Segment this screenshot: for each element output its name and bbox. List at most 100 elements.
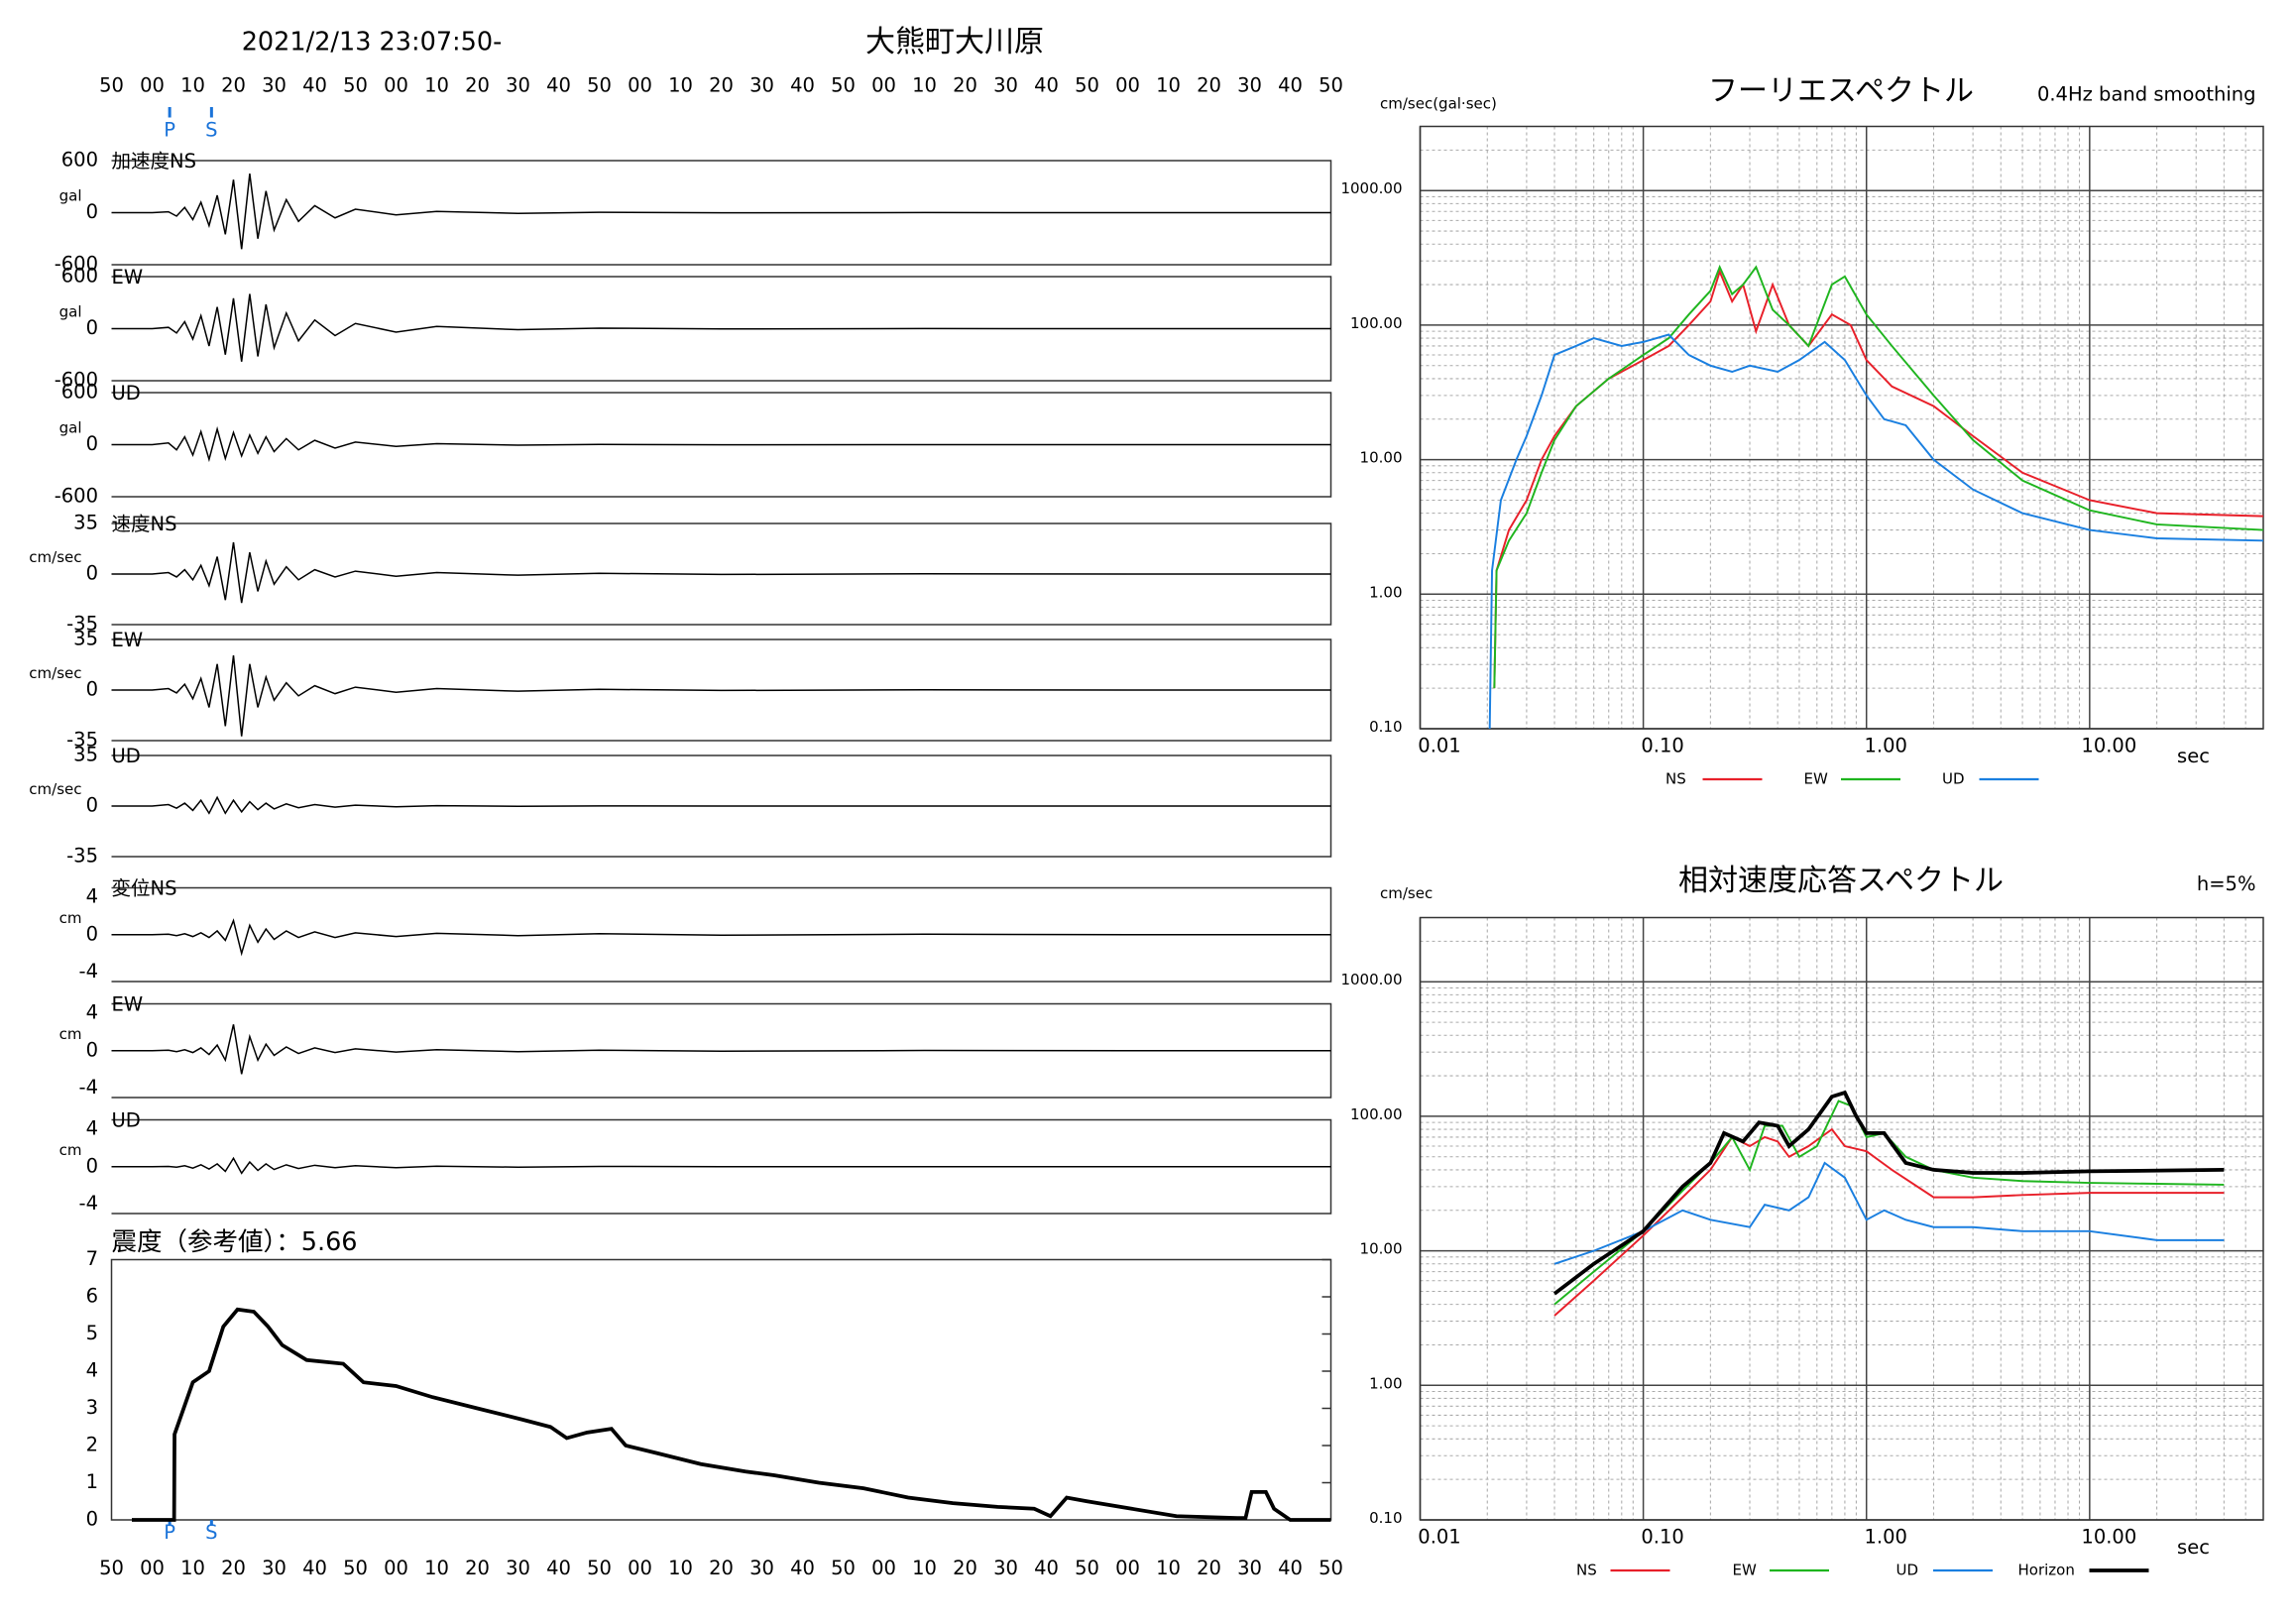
- x-tick-label: 40: [546, 1557, 571, 1579]
- station-name: 大熊町大川原: [865, 25, 1044, 59]
- x-tick-label: 40: [1278, 1557, 1303, 1579]
- x-tick-label: 20: [709, 74, 734, 97]
- y-tick-label: 4: [86, 1116, 98, 1139]
- x-tick-label: 50: [1075, 74, 1099, 97]
- x-tick-label: 10: [668, 74, 693, 97]
- x-tick-label: 30: [1237, 1557, 1262, 1579]
- y-tick-label: 5: [86, 1322, 98, 1344]
- y-tick-label: 0.10: [1369, 718, 1402, 736]
- waveform-trace: [111, 174, 1331, 250]
- y-tick-label: 0: [86, 1508, 98, 1531]
- x-tick-label: 00: [628, 1557, 652, 1579]
- plot-frame: [110, 1258, 1332, 1521]
- x-tick-label: 50: [1319, 1557, 1343, 1579]
- waveform-trace: [111, 1024, 1331, 1075]
- x-tick-label: 30: [993, 1557, 1018, 1579]
- x-tick-label: 20: [1197, 74, 1221, 97]
- panel-label: 変位NS: [112, 877, 177, 900]
- x-tick-label: 00: [871, 74, 896, 97]
- spectrum-line: [1552, 1090, 2225, 1296]
- y-tick-label: 100.00: [1350, 1105, 1403, 1123]
- y-tick-label: 10.00: [1360, 449, 1403, 467]
- unit-label: cm/sec: [29, 548, 81, 566]
- spectrum-line: [1553, 1127, 2225, 1317]
- y-tick-label: 600: [61, 149, 98, 172]
- y-axis-label: cm/sec(gal·sec): [1380, 95, 1497, 113]
- waveform-trace: [111, 293, 1331, 362]
- x-tick-label: 20: [465, 74, 490, 97]
- x-tick-label: 50: [99, 1557, 124, 1579]
- panel-label: UD: [112, 382, 141, 405]
- x-tick-label: 10: [180, 1557, 205, 1579]
- y-tick-label: 0.10: [1369, 1509, 1402, 1527]
- unit-label: cm: [59, 1141, 82, 1159]
- y-tick-label: 0: [86, 1038, 98, 1061]
- spectrum-line: [1553, 1161, 2225, 1265]
- x-tick-label: 50: [343, 74, 368, 97]
- y-tick-label: -4: [79, 960, 98, 983]
- legend-label: NS: [1665, 770, 1686, 788]
- phase-label: S: [205, 1521, 217, 1544]
- panel-label: UD: [112, 745, 141, 767]
- legend-label: NS: [1576, 1562, 1597, 1579]
- y-tick-label: 1: [86, 1470, 98, 1493]
- x-tick-label: 0.01: [1418, 735, 1460, 757]
- x-tick-label: 20: [953, 1557, 977, 1579]
- y-tick-label: 600: [61, 381, 98, 404]
- x-tick-label: 50: [1319, 74, 1343, 97]
- x-tick-label: 40: [1034, 74, 1059, 97]
- spectrum-line: [1553, 1100, 2225, 1306]
- y-tick-label: 600: [61, 265, 98, 288]
- unit-label: cm/sec: [29, 780, 81, 798]
- x-tick-label: 00: [140, 1557, 165, 1579]
- x-tick-label: 50: [587, 1557, 612, 1579]
- x-tick-label: 50: [831, 1557, 856, 1579]
- y-tick-label: 2: [86, 1434, 98, 1456]
- plot-frame: [1419, 125, 2264, 730]
- unit-label: cm/sec: [29, 664, 81, 682]
- x-tick-label: 40: [790, 74, 815, 97]
- y-tick-label: -35: [66, 613, 98, 636]
- x-tick-label: 40: [302, 1557, 327, 1579]
- unit-label: gal: [59, 303, 82, 321]
- y-tick-label: 0: [86, 316, 98, 339]
- y-axis-label: cm/sec: [1380, 884, 1433, 902]
- y-tick-label: 3: [86, 1396, 98, 1419]
- y-tick-label: 35: [73, 628, 98, 650]
- y-tick-label: 1.00: [1369, 1374, 1402, 1392]
- waveform-trace: [111, 795, 1331, 815]
- x-tick-label: 50: [1075, 1557, 1099, 1579]
- x-tick-label: 10.00: [2081, 735, 2136, 757]
- y-tick-label: -600: [55, 485, 98, 508]
- x-tick-label: 20: [221, 1557, 246, 1579]
- y-tick-label: 0: [86, 432, 98, 455]
- y-tick-label: 6: [86, 1285, 98, 1308]
- y-tick-label: 10.00: [1360, 1240, 1403, 1258]
- x-tick-label: 00: [384, 74, 408, 97]
- x-tick-label: 1.00: [1865, 1526, 1907, 1549]
- x-tick-label: 10: [668, 1557, 693, 1579]
- x-tick-label: 00: [384, 1557, 408, 1579]
- intensity-title: 震度（参考値）：5.66: [112, 1227, 358, 1257]
- x-tick-label: 40: [1278, 74, 1303, 97]
- y-tick-label: -4: [79, 1076, 98, 1099]
- x-tick-label: 40: [790, 1557, 815, 1579]
- y-tick-label: -600: [55, 369, 98, 392]
- y-tick-label: 100.00: [1350, 314, 1403, 332]
- spectrum-line: [1493, 264, 2264, 689]
- y-tick-label: 4: [86, 1359, 98, 1382]
- spectrum-line: [1493, 269, 2264, 689]
- legend-label: EW: [1804, 770, 1828, 788]
- x-tick-label: 20: [1197, 1557, 1221, 1579]
- x-tick-label: 30: [506, 1557, 530, 1579]
- intensity-line: [132, 1307, 1331, 1522]
- x-tick-label: 30: [1237, 74, 1262, 97]
- unit-label: cm: [59, 1025, 82, 1043]
- phase-label: P: [164, 1521, 175, 1544]
- y-tick-label: 0: [86, 678, 98, 701]
- x-tick-label: 30: [262, 74, 287, 97]
- waveform-trace: [111, 918, 1331, 957]
- y-tick-label: -600: [55, 253, 98, 276]
- y-tick-label: 0: [86, 922, 98, 945]
- x-tick-label: 50: [587, 74, 612, 97]
